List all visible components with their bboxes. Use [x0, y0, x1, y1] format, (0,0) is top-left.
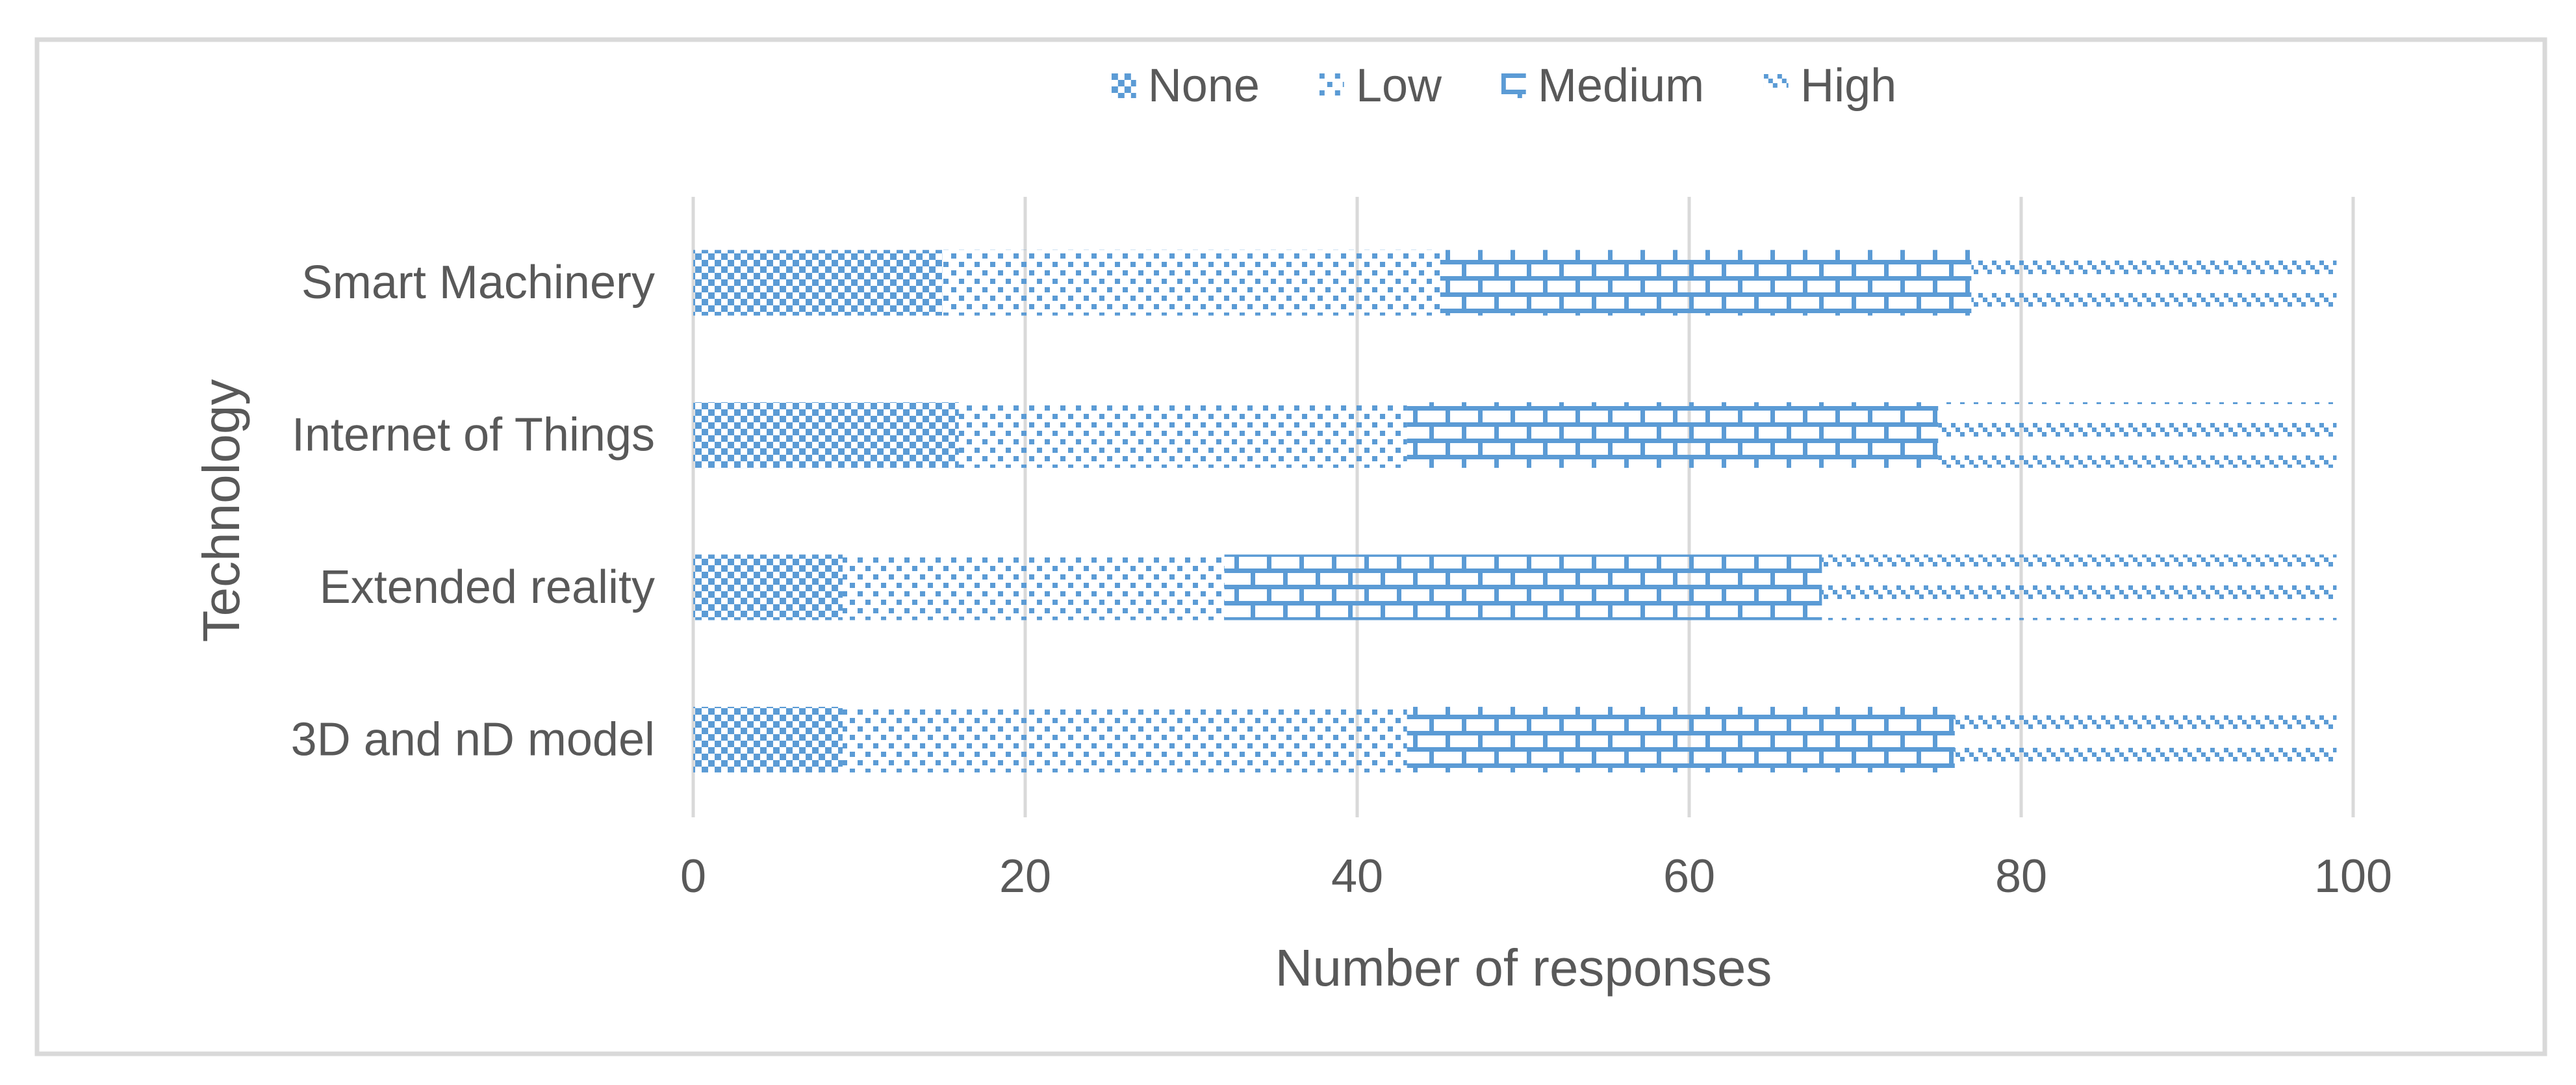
category-label-3d-and-nd-model: 3D and nD model: [291, 713, 655, 765]
y-axis-title: Technology: [192, 379, 250, 643]
bar-internet-of-things-medium: [1407, 402, 1939, 468]
bar-extended-reality-medium: [1224, 554, 1822, 620]
legend-label-none: None: [1147, 60, 1260, 112]
bar-extended-reality-low: [842, 554, 1225, 620]
legend-item-high: High: [1764, 62, 1896, 109]
category-label-extended-reality: Extended reality: [320, 561, 655, 613]
bar-smart-machinery-high: [1971, 249, 2337, 316]
bar-extended-reality-none: [693, 554, 843, 620]
bar-internet-of-things-none: [693, 402, 959, 468]
x-tick-label-20: 20: [999, 850, 1051, 902]
x-tick-label-0: 0: [680, 850, 706, 902]
x-tick-label-80: 80: [1995, 850, 2047, 902]
x-tick-label-100: 100: [2314, 850, 2392, 902]
legend-label-medium: Medium: [1538, 60, 1705, 112]
legend-swatch-low-pattern-icon: [1319, 73, 1344, 98]
legend: None Low Medium High: [1111, 60, 1896, 112]
bar-internet-of-things-low: [958, 402, 1407, 468]
value-axis-labels: 0 20 40 60 80 100: [680, 850, 2392, 902]
category-label-smart-machinery: Smart Machinery: [301, 257, 655, 309]
legend-swatch-high-pattern-icon: [1764, 73, 1789, 98]
bar-3d-and-nd-model-none: [693, 706, 843, 772]
legend-label-low: Low: [1355, 60, 1442, 112]
bar-series: [693, 249, 2337, 772]
legend-swatch-none-pattern-icon: [1111, 73, 1136, 98]
legend-item-low: Low: [1319, 60, 1442, 112]
legend-swatch-medium-pattern-icon: [1501, 73, 1527, 98]
bar-smart-machinery-medium: [1440, 249, 1972, 316]
legend-item-medium: Medium: [1501, 62, 1704, 109]
bar-3d-and-nd-model-high: [1954, 706, 2337, 772]
category-axis-labels: Smart Machinery Internet of Things Extende…: [291, 257, 655, 765]
bar-internet-of-things-high: [1938, 402, 2337, 468]
x-axis-title: Number of responses: [1275, 939, 1772, 997]
legend-label-high: High: [1800, 60, 1897, 112]
x-tick-label-40: 40: [1331, 850, 1383, 902]
figure-border: [34, 37, 2547, 1056]
bar-3d-and-nd-model-low: [842, 706, 1407, 772]
category-label-internet-of-things: Internet of Things: [292, 409, 655, 461]
bar-smart-machinery-low: [942, 249, 1440, 316]
bar-extended-reality-high: [1822, 554, 2337, 620]
bar-3d-and-nd-model-medium: [1407, 706, 1955, 772]
legend-item-none: None: [1111, 60, 1260, 112]
x-tick-label-60: 60: [1663, 850, 1715, 902]
bar-smart-machinery-none: [693, 249, 943, 316]
